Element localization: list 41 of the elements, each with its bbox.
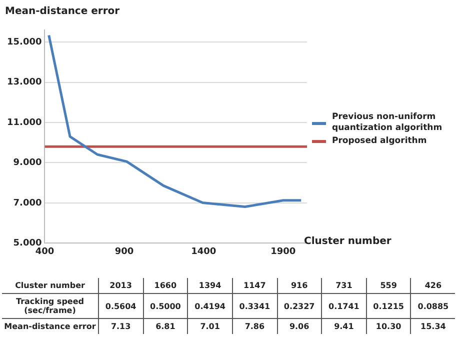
data-label: 0.5000: [143, 294, 188, 318]
y-tick-label: 13.000: [6, 78, 42, 88]
category-label: 426: [410, 278, 455, 294]
data-label: 9.06: [277, 318, 322, 334]
x-tick-label: 1400: [191, 246, 216, 257]
x-tick-label: 900: [114, 246, 134, 257]
data-label: 0.4194: [188, 294, 232, 318]
category-label: 1394: [188, 278, 232, 294]
y-tick-label: 15.000: [6, 37, 42, 48]
data-label: 7.01: [188, 318, 232, 334]
data-label: 0.1215: [366, 294, 411, 318]
data-label: 15.34: [410, 318, 455, 334]
category-label: 559: [366, 278, 411, 294]
data-label: 0.5604: [98, 294, 144, 318]
y-axis-title: Mean-distance error: [5, 6, 120, 17]
category-label: 2013: [98, 278, 144, 294]
data-label: 7.13: [98, 318, 144, 334]
y-tick-label: 5.000: [13, 238, 42, 249]
x-axis-title: Cluster number: [304, 236, 392, 247]
data-label: 9.41: [322, 318, 366, 334]
text: Tracking speed (sec/frame): [15, 296, 85, 317]
y-tick-label: 9.000: [13, 158, 42, 168]
data-label: 0.3341: [232, 294, 277, 318]
x-tick-label: 400: [35, 246, 54, 257]
data-label: 0.2327: [277, 294, 322, 318]
y-tick-label: 7.000: [13, 198, 42, 208]
data-label: 7.86: [232, 318, 277, 334]
category-label: 916: [277, 278, 322, 294]
text: Mean-distance error: [3, 321, 97, 333]
category-label: 1147: [232, 278, 277, 294]
legend-label: Proposed algorithm: [332, 136, 427, 147]
data-label: 0.1741: [322, 294, 366, 318]
data-label: 0.0885: [410, 294, 455, 318]
data-label: 10.30: [366, 318, 411, 334]
y-tick-label: 11.000: [6, 118, 42, 128]
x-tick-label: 1900: [270, 246, 296, 257]
legend-label: Previous non-uniform quantization algorithm: [332, 112, 444, 134]
category-label: 1660: [143, 278, 188, 294]
text: Cluster number: [14, 280, 86, 292]
data-label: 6.81: [143, 318, 188, 334]
category-label: 731: [322, 278, 366, 294]
